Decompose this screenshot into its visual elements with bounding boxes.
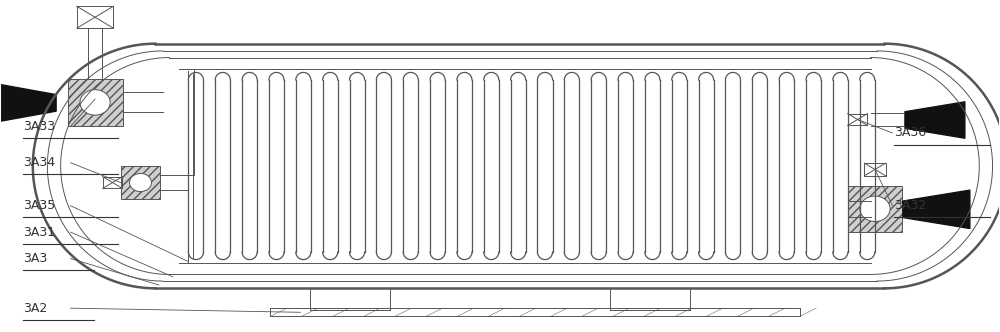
Bar — [68, 79, 123, 125]
Text: 3A33: 3A33 — [23, 120, 55, 133]
Ellipse shape — [80, 90, 110, 115]
Text: 3A35: 3A35 — [23, 199, 55, 212]
Text: 3A2: 3A2 — [23, 302, 47, 315]
Text: 3A36: 3A36 — [894, 126, 927, 139]
Ellipse shape — [130, 173, 151, 192]
Bar — [848, 186, 902, 232]
Bar — [121, 166, 160, 199]
Text: 3A3: 3A3 — [23, 252, 47, 265]
Text: 3A31: 3A31 — [23, 226, 55, 239]
Text: 3A34: 3A34 — [23, 156, 55, 169]
Ellipse shape — [860, 196, 890, 221]
Text: 3A32: 3A32 — [894, 199, 927, 212]
